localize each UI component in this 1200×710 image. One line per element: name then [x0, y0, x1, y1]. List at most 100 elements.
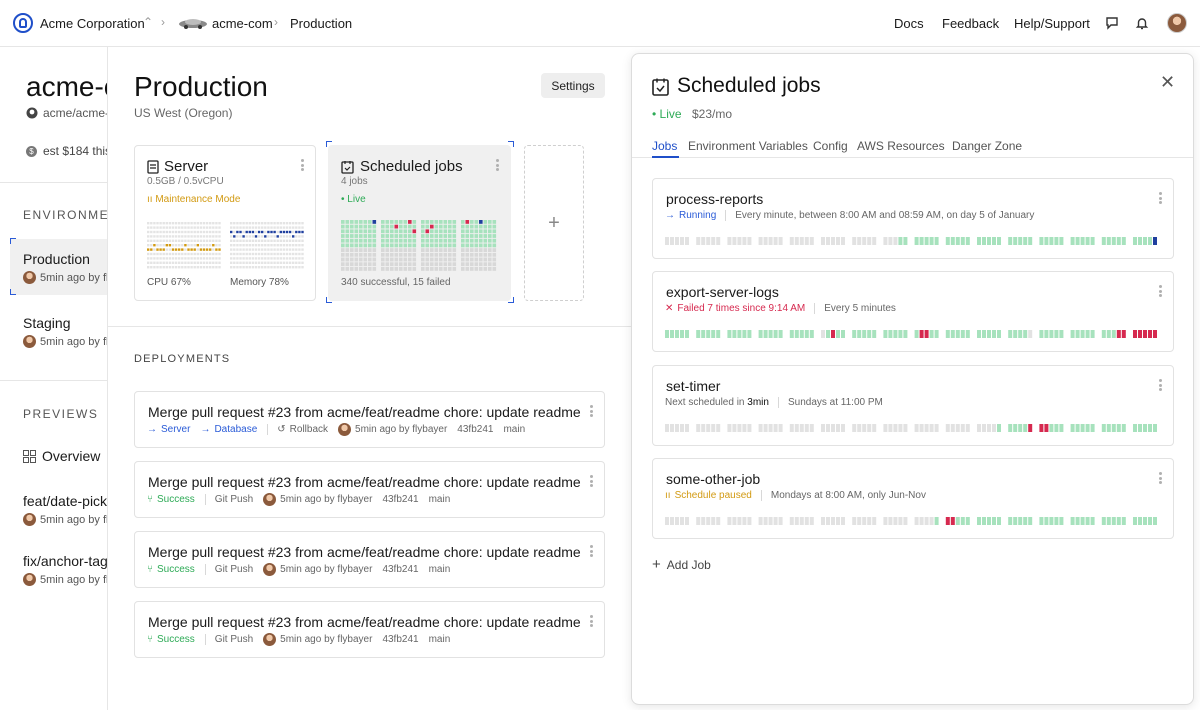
job-run-cell — [448, 252, 452, 257]
repo-link[interactable]: acme/acme-com — [26, 106, 107, 120]
job-card[interactable]: process-reports → Running Every minute, b… — [652, 178, 1174, 259]
usage-cell — [153, 266, 156, 269]
help-support-link[interactable]: Help/Support — [1014, 16, 1090, 31]
usage-cell — [147, 230, 150, 234]
usage-cell — [273, 222, 276, 225]
deployment-menu-icon[interactable] — [586, 474, 596, 488]
tab-jobs[interactable]: Jobs — [652, 139, 678, 153]
usage-cell — [298, 239, 301, 242]
deployment-row[interactable]: Merge pull request #23 from acme/feat/re… — [134, 531, 605, 588]
deployment-menu-icon[interactable] — [586, 404, 596, 418]
breadcrumb-project[interactable]: acme-com — [212, 16, 273, 31]
commit-hash[interactable]: 43fb241 — [382, 494, 419, 505]
usage-cell — [245, 239, 248, 242]
usage-cell — [159, 252, 162, 256]
job-run-cell — [474, 257, 479, 262]
server-card[interactable]: Server 0.5GB / 0.5vCPU ıı Maintenance Mo… — [134, 145, 316, 301]
usage-cell — [295, 266, 298, 269]
job-run-cell — [363, 238, 368, 243]
job-run-tick — [852, 517, 857, 525]
sidebar-item-preview[interactable]: fix/anchor-tags 5min ago by flybayer — [23, 553, 107, 586]
commit-hash[interactable]: 43fb241 — [457, 424, 494, 435]
job-run-cell — [408, 248, 412, 252]
usage-cell — [242, 226, 245, 229]
sidebar-item-production[interactable]: Production 5min ago by flybayer — [23, 251, 107, 284]
job-run-cell — [399, 234, 403, 238]
usage-cell — [215, 222, 218, 225]
divider — [204, 564, 206, 575]
job-run-cell — [448, 267, 452, 271]
rollback-button[interactable]: ↺ Rollback — [277, 424, 328, 435]
add-service-button[interactable]: + — [524, 145, 584, 301]
job-menu-icon[interactable] — [1155, 191, 1165, 205]
org-logo-icon[interactable] — [13, 13, 33, 33]
switch-chevron-icon[interactable]: ⌃ — [143, 15, 154, 29]
job-run-tick — [1138, 517, 1142, 525]
usage-cell — [212, 261, 215, 264]
job-run-tick — [1049, 424, 1054, 432]
card-menu-icon[interactable] — [492, 158, 502, 172]
user-avatar[interactable] — [1167, 13, 1187, 33]
job-menu-icon[interactable] — [1155, 471, 1165, 485]
deployment-row[interactable]: Merge pull request #23 from acme/feat/re… — [134, 601, 605, 658]
tab-danger-zone[interactable]: Danger Zone — [952, 139, 1023, 153]
job-run-tick — [1008, 517, 1013, 525]
docs-link[interactable]: Docs — [894, 16, 924, 31]
job-card[interactable]: some-other-job ıı Schedule paused Mondays… — [652, 458, 1174, 539]
usage-cell — [264, 226, 267, 229]
usage-cell — [212, 222, 215, 225]
job-card[interactable]: export-server-logs ✕ Failed 7 times since… — [652, 271, 1174, 352]
job-run-cell — [381, 267, 385, 271]
job-run-tick — [1080, 424, 1085, 432]
job-menu-icon[interactable] — [1155, 284, 1165, 298]
usage-cell — [202, 226, 206, 229]
breadcrumb-environment[interactable]: Production — [290, 16, 353, 31]
job-run-tick — [1090, 424, 1095, 432]
close-icon[interactable]: ✕ — [1160, 72, 1176, 92]
sidebar-item-overview[interactable]: Overview — [23, 448, 100, 464]
job-card[interactable]: set-timer Next scheduled in 3min Sundays… — [652, 365, 1174, 446]
add-job-button[interactable]: + Add Job — [652, 556, 711, 573]
settings-button[interactable]: Settings — [541, 73, 605, 98]
usage-cell — [150, 230, 153, 234]
scheduled-jobs-card[interactable]: Scheduled jobs 4 jobs • Live 340 success… — [328, 145, 511, 301]
deployment-row[interactable]: Merge pull request #23 from acme/feat/re… — [134, 391, 605, 448]
tab-aws-resources[interactable]: AWS Resources — [857, 139, 945, 153]
tab-environment-variables[interactable]: Environment Variables — [688, 139, 808, 153]
job-run-cell — [488, 234, 492, 238]
deployment-row[interactable]: Merge pull request #23 from acme/feat/re… — [134, 461, 605, 518]
usage-cell — [202, 261, 206, 264]
job-run-cell — [368, 257, 372, 262]
deployment-menu-icon[interactable] — [586, 544, 596, 558]
usage-cell — [267, 230, 270, 234]
feedback-link[interactable]: Feedback — [942, 16, 1000, 31]
bell-icon[interactable] — [1133, 14, 1151, 32]
usage-cell — [153, 226, 156, 229]
sidebar-item-preview[interactable]: feat/date-picker 5min ago by flybayer — [23, 493, 107, 526]
status-label: Success — [157, 634, 195, 645]
usage-cell — [245, 257, 248, 260]
job-run-cell — [403, 252, 408, 257]
job-run-cell — [354, 234, 359, 238]
deployment-menu-icon[interactable] — [586, 614, 596, 628]
job-run-cell — [381, 243, 385, 248]
job-run-cell — [448, 243, 452, 248]
commit-hash[interactable]: 43fb241 — [382, 634, 419, 645]
sidebar-item-staging[interactable]: Staging 5min ago by flybayer — [23, 315, 107, 348]
job-run-cell — [465, 267, 470, 271]
tab-config[interactable]: Config — [813, 139, 848, 153]
job-run-tick — [670, 237, 674, 245]
job-menu-icon[interactable] — [1155, 378, 1165, 392]
job-run-tick — [1039, 424, 1044, 432]
job-run-cell — [439, 229, 443, 234]
job-run-cell — [399, 220, 403, 224]
job-run-tick — [696, 517, 701, 525]
divider — [267, 424, 269, 435]
org-switcher[interactable]: Acme Corporation — [40, 16, 145, 31]
usage-cell — [190, 261, 193, 264]
card-menu-icon[interactable] — [297, 158, 307, 172]
usage-cell — [205, 252, 209, 256]
usage-cell — [165, 239, 168, 242]
commit-hash[interactable]: 43fb241 — [382, 564, 419, 575]
chat-icon[interactable] — [1103, 14, 1121, 32]
